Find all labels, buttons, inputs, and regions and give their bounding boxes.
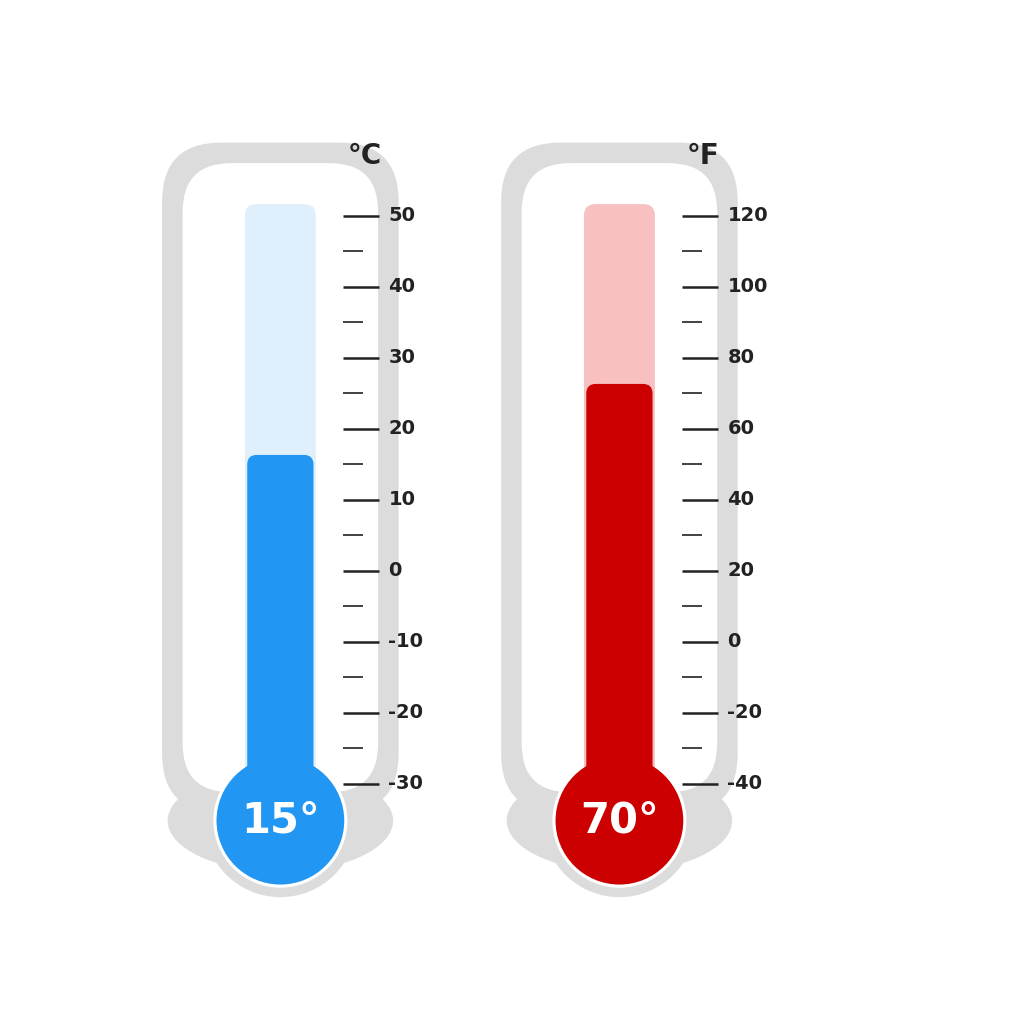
Text: °F: °F — [686, 142, 719, 170]
Text: 60: 60 — [727, 420, 755, 438]
Text: -20: -20 — [727, 703, 763, 722]
Text: 10: 10 — [388, 490, 416, 509]
Circle shape — [543, 744, 696, 897]
Text: 120: 120 — [727, 207, 768, 225]
Text: 0: 0 — [727, 633, 740, 651]
Circle shape — [204, 744, 356, 897]
Text: -20: -20 — [388, 703, 423, 722]
Text: -40: -40 — [727, 774, 763, 794]
Text: 20: 20 — [388, 420, 416, 438]
Text: 0: 0 — [388, 561, 401, 581]
Text: 40: 40 — [388, 278, 416, 296]
Circle shape — [213, 754, 347, 888]
Text: 40: 40 — [727, 490, 755, 509]
FancyBboxPatch shape — [247, 455, 313, 794]
FancyBboxPatch shape — [182, 163, 378, 793]
Text: 20: 20 — [727, 561, 755, 581]
FancyBboxPatch shape — [521, 163, 717, 793]
Text: 100: 100 — [727, 278, 768, 296]
Text: -30: -30 — [388, 774, 423, 794]
Text: 30: 30 — [388, 348, 416, 368]
Text: °C: °C — [347, 142, 382, 170]
FancyBboxPatch shape — [162, 142, 398, 813]
FancyBboxPatch shape — [584, 204, 655, 796]
Text: 50: 50 — [388, 207, 416, 225]
FancyBboxPatch shape — [501, 142, 737, 813]
Ellipse shape — [168, 769, 393, 872]
Text: 15°: 15° — [241, 800, 319, 842]
Circle shape — [552, 754, 686, 888]
Text: 70°: 70° — [580, 800, 658, 842]
FancyBboxPatch shape — [245, 204, 315, 796]
Text: -10: -10 — [388, 633, 423, 651]
Circle shape — [556, 757, 683, 885]
Circle shape — [216, 757, 344, 885]
Text: 80: 80 — [727, 348, 755, 368]
Ellipse shape — [507, 769, 732, 872]
FancyBboxPatch shape — [587, 384, 652, 794]
